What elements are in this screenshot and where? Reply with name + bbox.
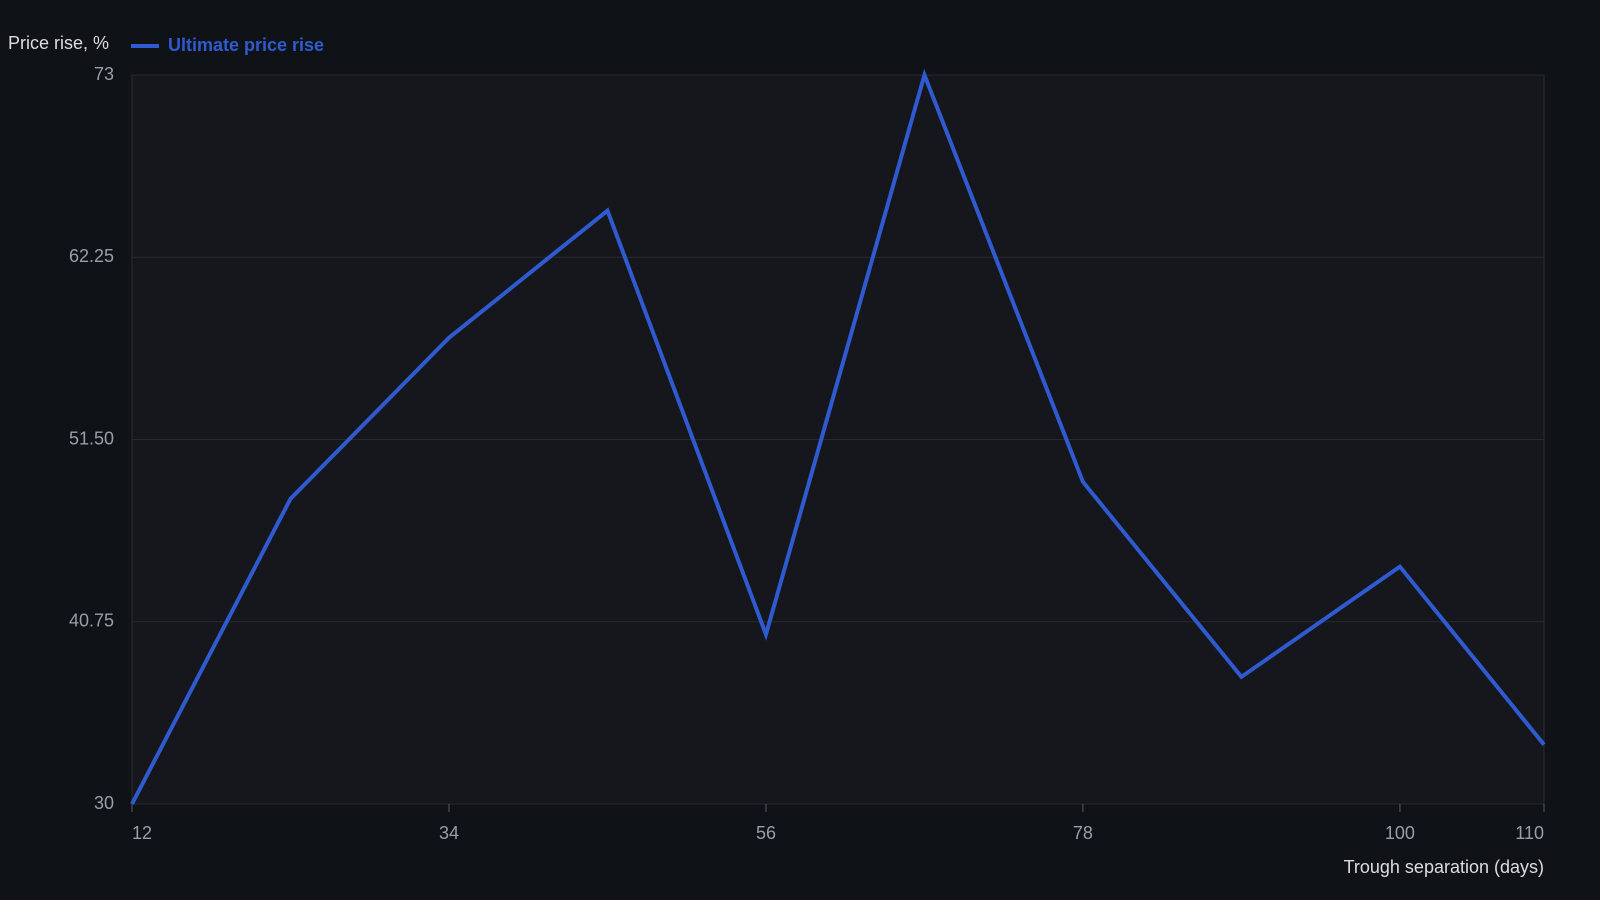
legend-label: Ultimate price rise [168,35,324,55]
y-tick-label: 40.75 [69,611,114,631]
y-axis-label: Price rise, % [8,33,109,53]
x-tick-label: 12 [132,823,152,843]
x-tick-label: 56 [756,823,776,843]
x-axis-label: Trough separation (days) [1344,857,1544,877]
y-tick-label: 73 [94,64,114,84]
x-tick-label: 78 [1073,823,1093,843]
data-line [130,68,1546,805]
y-tick-label: 62.25 [69,246,114,266]
x-tick-label: 110 [1515,823,1544,843]
x-tick-label: 34 [439,823,459,843]
y-tick-label: 30 [94,793,114,813]
y-tick-label: 51.50 [69,428,114,448]
x-tick-label: 100 [1385,823,1415,843]
